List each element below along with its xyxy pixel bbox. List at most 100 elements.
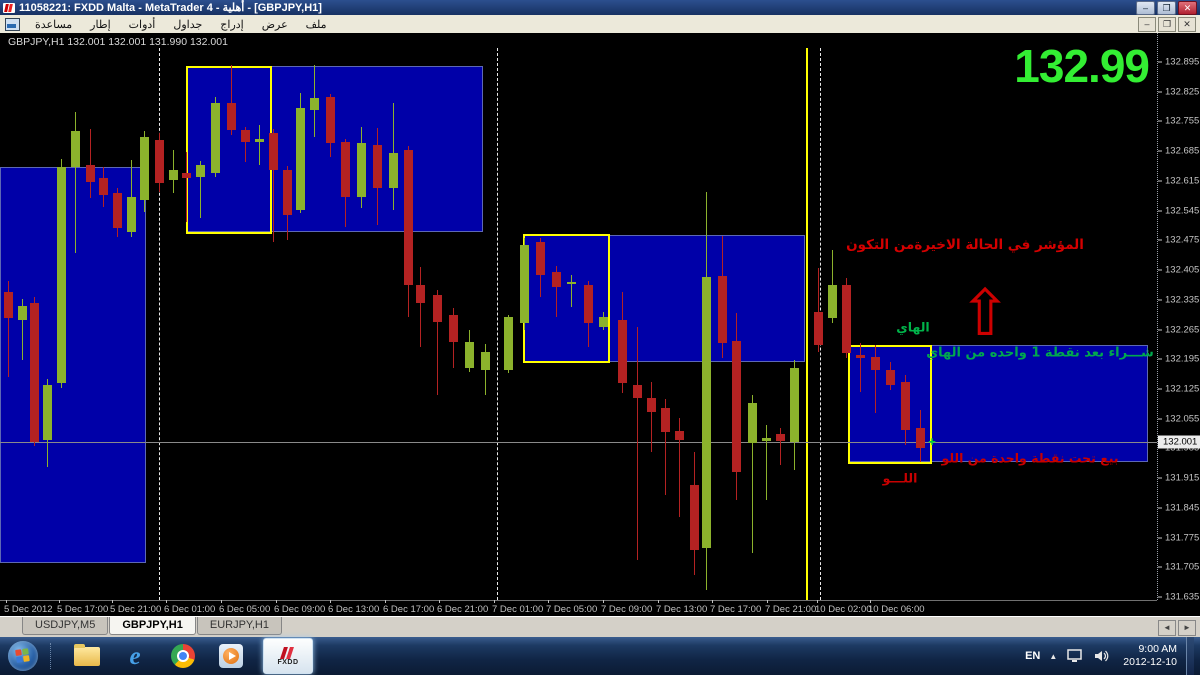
candle-body-30 [433, 295, 442, 322]
child-restore-button[interactable]: ❐ [1158, 17, 1176, 32]
candle-body-56 [842, 284, 851, 353]
maximize-button[interactable]: ❐ [1157, 1, 1176, 15]
time-label-11: 7 Dec 09:00 [601, 600, 652, 615]
indicator-zone-1 [186, 66, 483, 232]
candle-body-57 [856, 354, 865, 358]
mt4-app-icon [3, 2, 15, 13]
chart-annotation-0: المؤشر في الحالة الاخيرةمن التكون [846, 237, 1084, 254]
candle-body-23 [326, 96, 335, 144]
price-tick-15: 131.845 [1158, 502, 1200, 513]
child-close-button[interactable]: ✕ [1178, 17, 1196, 32]
time-label-5: 6 Dec 09:00 [274, 600, 325, 615]
menu-item-4[interactable]: إدراج [220, 18, 244, 31]
price-tick-dash [1158, 120, 1162, 122]
price-tick-8: 132.335 [1158, 294, 1200, 305]
candle-body-47 [702, 276, 711, 549]
tab-gbpjpy-h1[interactable]: GBPJPY,H1 [109, 617, 196, 635]
menu-item-3[interactable]: جداول [173, 18, 203, 31]
candle-body-21 [296, 107, 305, 211]
menu-item-1[interactable]: إطار [90, 18, 111, 31]
chart-annotation-1: ⇧ [958, 276, 1012, 351]
candle-body-54 [814, 312, 823, 346]
time-label-13: 7 Dec 17:00 [710, 600, 761, 615]
price-tick-dash [1158, 150, 1162, 152]
time-label-4: 6 Dec 05:00 [219, 600, 270, 615]
price-tick-dash [1158, 358, 1162, 360]
minimize-button[interactable]: – [1136, 1, 1155, 15]
tray-expand-icon[interactable]: ▲ [1049, 651, 1058, 661]
chart-tabs: USDJPY,M5 GBPJPY,H1 EURJPY,H1 [22, 617, 283, 635]
clock-time: 9:00 AM [1138, 642, 1177, 655]
time-tick-dash [494, 600, 495, 603]
chart-annotation-5: اللـــو [882, 470, 918, 486]
tab-usdjpy-m5[interactable]: USDJPY,M5 [22, 617, 109, 635]
time-tick-dash [59, 600, 60, 603]
chart-plot[interactable]: GBPJPY,H1 132.001 132.001 131.990 132.00… [0, 33, 1157, 600]
candle-body-33 [481, 351, 490, 370]
candle-body-40 [599, 317, 608, 327]
time-tick-dash [276, 600, 277, 603]
menu-item-0[interactable]: مساعدة [35, 18, 73, 31]
price-tick-dash [1158, 388, 1162, 390]
candle-body-42 [633, 385, 642, 398]
explorer-taskbar-button[interactable] [70, 641, 104, 671]
price-axis[interactable]: 132.895 132.825 132.755 132.685 132.615 132.5… [1157, 33, 1200, 603]
time-axis[interactable]: 5 Dec 2012 5 Dec 17:00 5 Dec 21:00 6 Dec 01… [0, 600, 1157, 617]
menu-item-6[interactable]: ملف [305, 18, 327, 31]
candle-body-46 [690, 484, 699, 550]
price-tick-16: 131.775 [1158, 532, 1200, 543]
chrome-taskbar-button[interactable] [166, 641, 200, 671]
time-tick-dash [166, 600, 167, 603]
candle-body-38 [567, 281, 576, 285]
price-tick-dash [1158, 596, 1162, 598]
current-price-line [0, 442, 1157, 443]
candle-wick-51 [766, 425, 767, 501]
candle-wick-18 [259, 124, 260, 166]
chart-annotation-2: الهاي [896, 319, 930, 335]
candle-wick-43 [651, 382, 652, 453]
start-button[interactable] [8, 641, 38, 671]
price-tick-1: 132.825 [1158, 86, 1200, 97]
current-price-tag: 132.001 [1158, 435, 1200, 449]
menu-item-5[interactable]: عرض [261, 18, 288, 31]
candle-body-29 [416, 284, 425, 304]
tab-scroll-right-icon[interactable]: ► [1178, 620, 1196, 636]
internet-explorer-taskbar-button[interactable]: e [118, 641, 152, 671]
candle-wick-38 [571, 275, 572, 307]
show-desktop-button[interactable] [1186, 637, 1194, 675]
speaker-icon[interactable] [1093, 649, 1111, 663]
menu-bar: مساعدة إطار أدوات جداول إدراج عرض ملف – ❐ ✕ [0, 15, 1200, 34]
language-indicator[interactable]: EN [1025, 650, 1041, 662]
close-button[interactable]: ✕ [1178, 1, 1197, 15]
price-tick-dash [1158, 239, 1162, 241]
menu-item-2[interactable]: أدوات [128, 18, 156, 31]
tab-scroll-left-icon[interactable]: ◄ [1158, 620, 1176, 636]
fxdd-label: FXDD [277, 658, 299, 666]
candle-body-51 [762, 438, 771, 442]
clock-date: 2012-12-10 [1123, 656, 1177, 668]
candle-body-35 [520, 245, 529, 324]
candle-body-27 [389, 152, 398, 189]
price-tick-dash [1158, 91, 1162, 93]
time-label-16: 10 Dec 06:00 [868, 600, 925, 615]
taskbar: e FXDD EN ▲ 9:00 AM 2012-12-10 [0, 637, 1200, 675]
tab-eurjpy-h1[interactable]: EURJPY,H1 [196, 617, 282, 635]
price-tick-14: 131.915 [1158, 473, 1200, 484]
fxdd-taskbar-button[interactable]: FXDD [263, 638, 313, 674]
time-label-10: 7 Dec 05:00 [546, 600, 597, 615]
child-minimize-button[interactable]: – [1138, 17, 1156, 32]
candle-body-20 [283, 169, 292, 215]
candle-body-34 [504, 317, 513, 370]
price-tick-12: 132.055 [1158, 413, 1200, 424]
candle-wick-16 [231, 64, 232, 136]
candle-body-5 [71, 130, 80, 167]
candle-body-1 [18, 306, 27, 321]
price-tick-dash [1158, 537, 1162, 539]
network-icon[interactable] [1066, 649, 1084, 663]
chart-area: GBPJPY,H1 132.001 132.001 131.990 132.00… [0, 33, 1200, 617]
media-player-taskbar-button[interactable] [214, 641, 248, 671]
fxdd-logo-icon [279, 647, 297, 659]
taskbar-clock[interactable]: 9:00 AM 2012-12-10 [1123, 643, 1177, 669]
candle-wick-13 [186, 152, 187, 223]
